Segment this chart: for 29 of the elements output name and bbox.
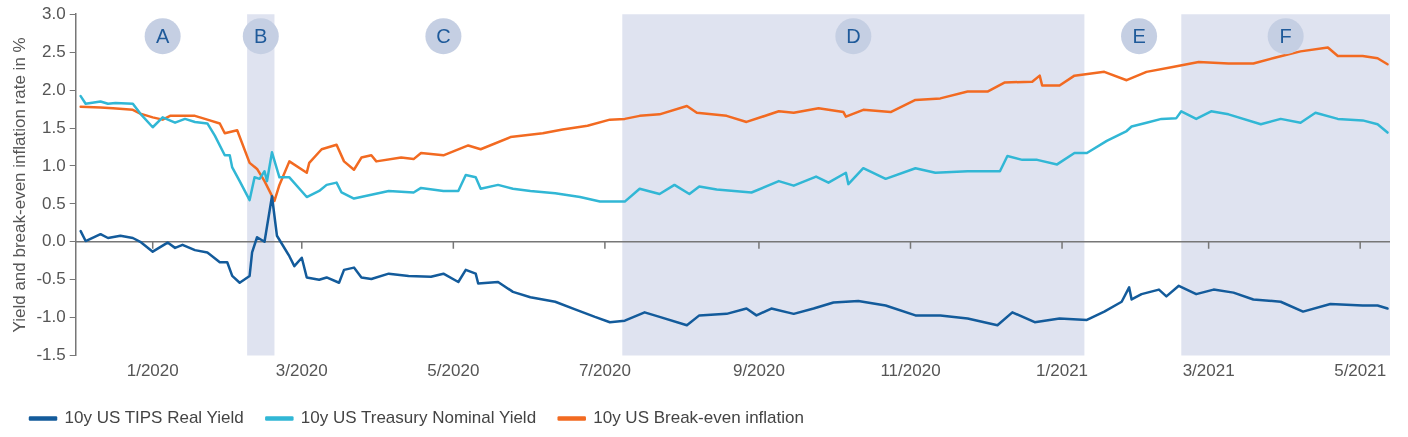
legend-label: 10y US Treasury Nominal Yield [300,408,537,428]
x-tick-label: 7/2020 [578,361,631,381]
y-tick-label: 3.0 [42,3,66,23]
x-tick-label: 5/2021 [1334,361,1387,381]
y-tick-label: 0.0 [42,231,66,251]
y-tick-label: 0.5 [42,193,66,213]
x-tick-label: 5/2020 [427,361,480,381]
annotation: E [1132,24,1146,47]
y-tick-label: -1.5 [36,345,66,365]
y-tick-label: -1.0 [36,307,66,327]
y-tick-label: -0.5 [36,269,66,289]
x-tick-label: 1/2020 [126,361,179,381]
y-axis-title: Yield and break-even inflation rate in % [9,37,29,333]
legend-label: 10y US Break-even inflation [593,408,804,428]
band-label: B [254,24,268,47]
y-tick-label: 2.0 [42,79,66,99]
annotation: C [436,24,451,47]
x-tick-label: 1/2021 [1036,361,1089,381]
x-tick-label: 11/2020 [880,361,941,381]
x-tick-label: 3/2021 [1182,361,1235,381]
annotation: A [155,24,170,47]
legend-label: 10y US TIPS Real Yield [64,408,244,428]
y-tick-label: 2.5 [42,41,66,61]
band-label: F [1279,24,1292,47]
y-tick-label: 1.0 [42,155,66,175]
x-tick-label: 9/2020 [732,361,785,381]
x-tick-label: 3/2020 [275,361,328,381]
y-tick-label: 1.5 [42,117,66,137]
band-label: D [846,24,861,47]
